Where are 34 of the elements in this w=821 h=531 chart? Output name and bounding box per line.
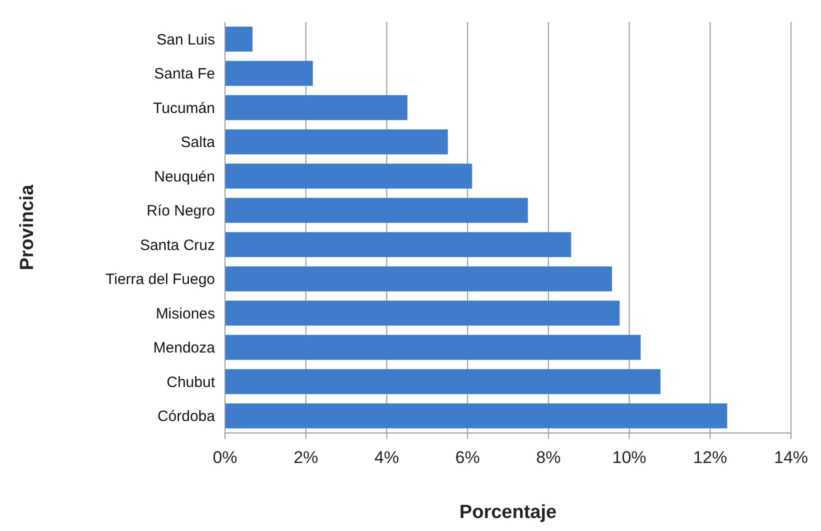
bar: [224, 334, 641, 360]
x-tick-label: 6%: [455, 448, 480, 467]
y-tick-label: Tierra del Fuego: [106, 271, 215, 288]
x-tick-label: 10%: [612, 448, 646, 467]
bar: [224, 300, 620, 326]
bar: [224, 232, 572, 258]
x-tick-label: 4%: [374, 448, 400, 467]
y-tick-label: Santa Cruz: [140, 236, 215, 254]
x-axis-title: Porcentaje: [459, 502, 557, 523]
y-tick-label: Río Negro: [146, 202, 215, 220]
y-tick-label: San Luis: [156, 31, 215, 48]
x-tick-label: 12%: [693, 448, 728, 467]
x-tick-label: 2%: [294, 448, 318, 467]
bar: [224, 369, 661, 394]
bar: [224, 60, 313, 86]
bar: [224, 403, 728, 428]
bar: [224, 266, 612, 292]
x-tick-label: 0%: [212, 448, 238, 467]
y-tick-label: Salta: [180, 134, 216, 152]
x-tick-label: 14%: [774, 448, 808, 467]
y-axis-title: Provincia: [17, 184, 38, 270]
y-tick-label: Neuquén: [154, 168, 215, 186]
bar: [224, 95, 408, 120]
bar: [224, 164, 472, 189]
y-tick-label: Santa Fe: [154, 66, 215, 83]
y-tick-label: Chubut: [166, 374, 216, 391]
y-tick-label: Mendoza: [153, 340, 216, 357]
bar: [224, 129, 448, 154]
bar: [224, 26, 253, 52]
y-tick-label: Córdoba: [157, 408, 216, 426]
y-tick-label: Misiones: [156, 305, 215, 322]
x-tick-label: 8%: [536, 448, 561, 467]
bar: [224, 198, 528, 223]
y-tick-label: Tucumán: [153, 100, 215, 117]
